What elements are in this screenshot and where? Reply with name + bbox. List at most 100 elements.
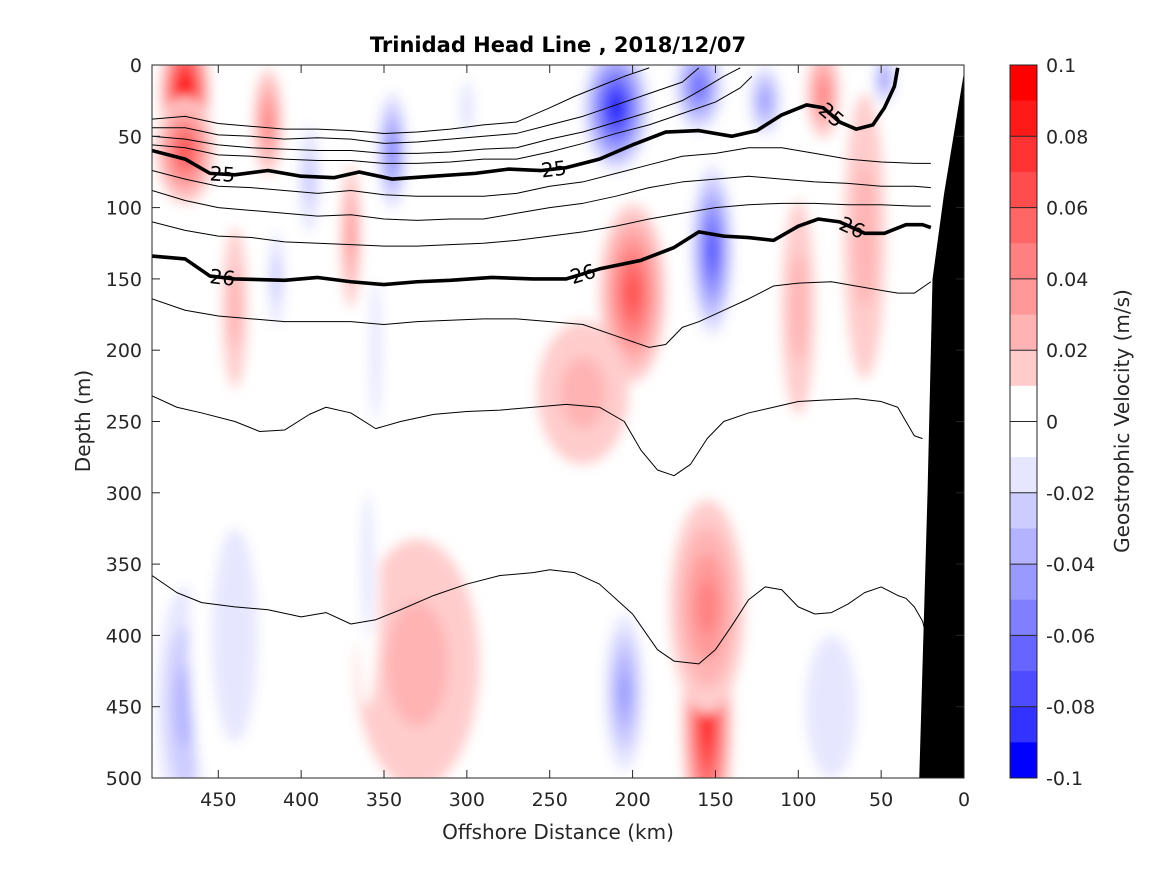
isopycnal-line-7 bbox=[152, 202, 931, 247]
colorbar-band bbox=[1010, 528, 1037, 565]
velocity-cell-0-level-10 bbox=[182, 87, 188, 100]
velocity-cell-26-level-2 bbox=[361, 492, 374, 636]
isopycnal-line-5 bbox=[152, 147, 931, 197]
velocity-cell-10-level-10 bbox=[612, 100, 620, 115]
colorbar-band bbox=[1010, 171, 1037, 209]
velocity-cell-21-level-4 bbox=[697, 580, 717, 634]
colorbar-label: Geostrophic Velocity (m/s) bbox=[1110, 289, 1134, 553]
x-tick-label: 450 bbox=[200, 789, 236, 811]
x-tick-label: 400 bbox=[283, 789, 319, 811]
y-tick-label: 150 bbox=[106, 269, 142, 291]
isopycnal-label-text: 25 bbox=[540, 156, 568, 183]
colorbar-band bbox=[1010, 564, 1037, 601]
colorbar-band bbox=[1010, 635, 1037, 672]
colorbar: 0.1 0.08 0.06 0.04 0.02 0 -0.02 -0.04 -0.06 -0.08… bbox=[1009, 55, 1095, 790]
y-axis: 0 50 100 150 200 250 300 350 400 450 500 bbox=[106, 55, 964, 790]
y-tick-label: 400 bbox=[106, 625, 142, 647]
isopycnal-label-25-0: 25 bbox=[209, 161, 236, 186]
colorbar-band bbox=[1010, 278, 1037, 316]
colorbar-tick-label: 0 bbox=[1046, 412, 1058, 434]
colorbar-tick-label: -0.04 bbox=[1046, 554, 1095, 576]
y-axis-label: Depth (m) bbox=[71, 370, 95, 472]
y-tick-label: 300 bbox=[106, 483, 142, 505]
colorbar-tick-label: -0.02 bbox=[1046, 483, 1095, 505]
velocity-cell-8-level-2 bbox=[369, 278, 382, 422]
colorbar-band bbox=[1010, 421, 1037, 458]
colorbar-tick-label: 0.08 bbox=[1046, 126, 1088, 148]
x-tick-label: 200 bbox=[614, 789, 650, 811]
velocity-cell-17-level-4 bbox=[819, 82, 828, 105]
velocity-cell-2-level-4 bbox=[264, 108, 272, 136]
isopycnal-25-line-4 bbox=[152, 67, 900, 181]
y-tick-label: 0 bbox=[130, 55, 142, 77]
chart-title: Trinidad Head Line , 2018/12/07 bbox=[370, 33, 746, 57]
colorbar-band bbox=[1010, 706, 1037, 743]
velocity-cell-12-level-5 bbox=[761, 91, 770, 110]
isopycnal-line-9 bbox=[152, 281, 932, 348]
colorbar-band bbox=[1010, 100, 1037, 137]
colorbar-band bbox=[1010, 742, 1037, 779]
colorbar-band bbox=[1010, 350, 1037, 387]
velocity-cell-15-level-8 bbox=[709, 238, 716, 263]
seafloor-bathymetry bbox=[919, 72, 964, 778]
bathymetry-layer bbox=[919, 72, 964, 778]
velocity-cell-7-level-6 bbox=[389, 138, 396, 163]
isopycnal-line-11 bbox=[152, 569, 929, 665]
colorbar-band bbox=[1010, 599, 1037, 636]
x-tick-label: 150 bbox=[697, 789, 733, 811]
isopycnal-line-1 bbox=[152, 67, 700, 144]
isopycnal-line-6 bbox=[152, 175, 931, 221]
colorbar-band bbox=[1010, 385, 1037, 422]
isopycnal-label-25-1: 25 bbox=[540, 156, 568, 183]
colorbar-tick-label: -0.08 bbox=[1046, 697, 1095, 719]
velocity-cell-16-level-2 bbox=[790, 253, 807, 361]
velocity-cell-24-level-2 bbox=[212, 528, 258, 743]
isopycnal-label-26-0: 26 bbox=[208, 264, 236, 291]
velocity-cell-6-level-3 bbox=[347, 212, 355, 260]
velocity-cell-19-level-2 bbox=[854, 164, 875, 308]
velocity-cell-14-level-2 bbox=[560, 357, 606, 429]
colorbar-band bbox=[1010, 492, 1037, 529]
colorbar-band bbox=[1010, 314, 1037, 351]
velocity-cell-23-level-4 bbox=[175, 666, 195, 747]
isopycnal-line-10 bbox=[152, 395, 923, 477]
colorbar-band bbox=[1010, 457, 1037, 494]
x-tick-label: 250 bbox=[532, 789, 568, 811]
velocity-cell-22-level-5 bbox=[619, 672, 630, 713]
isopycnal-26-line-8 bbox=[152, 217, 932, 287]
velocity-cell-4-level-2 bbox=[228, 267, 242, 348]
y-tick-label: 100 bbox=[106, 198, 142, 220]
velocity-cell-13-level-6 bbox=[627, 278, 639, 309]
isopycnal-line-3 bbox=[152, 76, 753, 164]
colorbar-tick-label: 0.04 bbox=[1046, 269, 1088, 291]
velocity-cell-11-level-7 bbox=[694, 78, 703, 95]
velocity-cell-1-level-6 bbox=[180, 141, 190, 160]
y-tick-label: 200 bbox=[106, 340, 142, 362]
colorbar-band bbox=[1010, 671, 1037, 708]
colorbar-tick-label: -0.1 bbox=[1046, 768, 1083, 790]
x-tick-label: 50 bbox=[869, 789, 893, 811]
colorbar-band bbox=[1010, 207, 1037, 244]
x-tick-label: 350 bbox=[366, 789, 402, 811]
velocity-cell-9-level-2 bbox=[459, 81, 475, 135]
y-tick-label: 50 bbox=[118, 126, 142, 148]
x-tick-label: 100 bbox=[780, 789, 816, 811]
x-tick-label: 300 bbox=[449, 789, 485, 811]
colorbar-band bbox=[1010, 65, 1037, 102]
colorbar-tick-label: 0.02 bbox=[1046, 340, 1088, 362]
isopycnal-layer bbox=[152, 67, 932, 665]
y-tick-label: 500 bbox=[106, 768, 142, 790]
y-tick-label: 350 bbox=[106, 554, 142, 576]
velocity-cell-27-level-2 bbox=[805, 635, 858, 778]
velocity-cell-18-level-5 bbox=[881, 72, 888, 86]
isopycnal-label-text: 25 bbox=[209, 161, 236, 186]
colorbar-tick-label: -0.06 bbox=[1046, 625, 1095, 647]
colorbar-tick-label: 0.1 bbox=[1046, 55, 1076, 77]
x-axis-label: Offshore Distance (km) bbox=[442, 820, 674, 844]
colorbar-band bbox=[1010, 136, 1037, 173]
colorbar-tick-label: 0.06 bbox=[1046, 198, 1088, 220]
isopycnal-line-2 bbox=[152, 67, 741, 154]
